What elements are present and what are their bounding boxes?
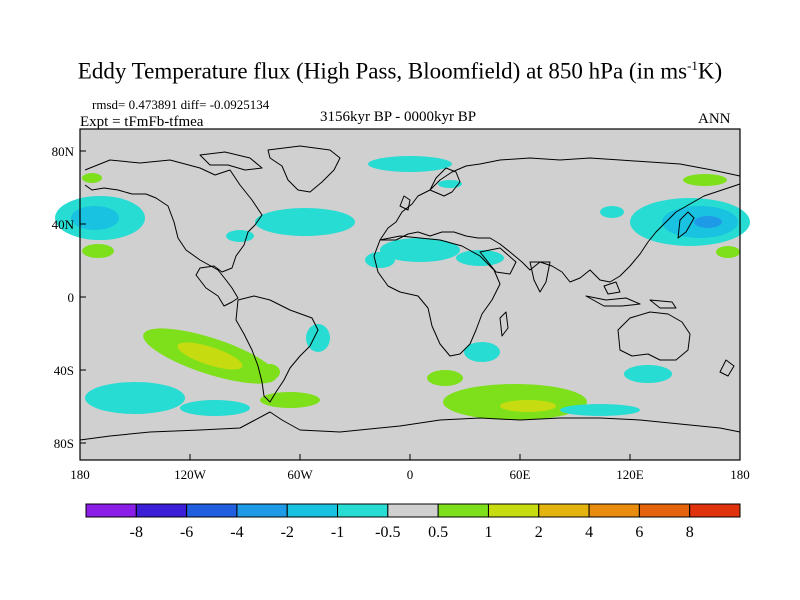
contour-southern-ocean-yellow [500, 400, 556, 412]
map-title: Eddy Temperature flux (High Pass, Bloomf… [0, 58, 800, 85]
contour-satl-green-west [427, 370, 463, 386]
coast-africa [373, 235, 501, 357]
colorbar-swatch [387, 503, 439, 518]
lat-label: 0 [68, 290, 75, 305]
contour-npac-west-small [600, 206, 624, 218]
contour-argentina-green [260, 392, 320, 408]
coast-madagascar [499, 311, 509, 337]
coast-indonesia [585, 295, 641, 307]
colorbar-swatch [135, 503, 188, 518]
colorbar-label: -4 [230, 524, 243, 541]
coast-eurasia [379, 157, 741, 283]
contour-natl [255, 208, 355, 236]
colorbar-swatch [689, 503, 741, 518]
title-text: Eddy Temperature flux (High Pass, Bloomf… [77, 58, 688, 84]
season-label: ANN [698, 111, 731, 127]
coast-north-america [84, 159, 263, 307]
colorbar: -8 -6 -4 -2 -1 -0.5 0.5 1 2 4 6 8 [85, 503, 741, 541]
colorbar-swatch [437, 503, 489, 518]
coastlines [79, 145, 741, 441]
contour-arabia [456, 250, 504, 266]
title-superscript: -1 [687, 58, 698, 73]
contour-spac-yellow [177, 342, 243, 370]
lon-label: 180 [70, 467, 90, 482]
coast-south-america [235, 295, 319, 403]
contour-greenland-sea [368, 156, 452, 172]
colorbar-swatch [85, 503, 137, 518]
colorbar-swatch [638, 503, 691, 518]
contour-npac-west-inner [71, 206, 119, 230]
contour-spac-cyan [85, 382, 185, 414]
colorbar-label: 0.5 [428, 524, 448, 541]
stats-text: rmsd= 0.473891 diff= -0.0925134 [92, 97, 270, 112]
colorbar-label: 8 [686, 524, 694, 541]
colorbar-swatch [588, 503, 640, 518]
contour-sahara-small [260, 364, 280, 380]
contour-spac-small [306, 324, 330, 352]
coast-india [529, 261, 551, 293]
colorbar-label: 2 [535, 524, 543, 541]
contour-sahara [365, 252, 395, 268]
contour-natl-small [226, 230, 254, 242]
colorbar-label: 1 [484, 524, 492, 541]
colorbar-label: 6 [635, 524, 643, 541]
colorbar-label: -6 [180, 524, 193, 541]
axis-tick-marks [79, 150, 741, 460]
contour-sindian-cyan [624, 365, 672, 383]
contour-mediterranean [380, 238, 460, 262]
colorbar-swatch [236, 503, 288, 518]
contour-baltic [438, 180, 462, 188]
contour-satl-cyan [464, 342, 500, 362]
coast-scandinavia [429, 167, 461, 197]
lat-label: 40S [54, 363, 74, 378]
colorbar-label: -8 [130, 524, 143, 541]
contour-npac-green-west [82, 244, 114, 258]
colorbar-swatch [186, 503, 238, 518]
colorbar-swatch [487, 503, 540, 518]
contour-arctic-green [683, 174, 727, 186]
coast-japan [677, 211, 695, 239]
lat-label: 40N [52, 217, 75, 232]
colorbar-swatch [337, 503, 389, 518]
coast-greenland [267, 145, 341, 193]
lat-label: 80N [52, 144, 75, 159]
title-end: K) [697, 58, 723, 84]
coast-arctic-islands [199, 151, 263, 171]
coast-new-zealand [719, 359, 735, 377]
experiment-label: Expt = tFmFb-tfmea [80, 114, 204, 130]
lon-label: 180 [730, 467, 750, 482]
coast-australia [617, 311, 691, 361]
lat-label: 80S [54, 436, 74, 451]
contour-npac-east-inner [694, 216, 722, 228]
colorbar-swatch [538, 503, 590, 518]
period-label: 3156kyr BP - 0000kyr BP [320, 109, 477, 125]
colorbar-label: -0.5 [375, 524, 400, 541]
lon-label: 120W [174, 467, 207, 482]
contour-southern-ocean-cyan [560, 404, 640, 416]
contour-npac-green-east [716, 246, 740, 258]
contour-spac-cyan-2 [180, 400, 250, 416]
coast-new-guinea [649, 299, 677, 309]
coast-antarctica [79, 411, 741, 441]
coast-arabia [479, 247, 517, 275]
lon-label: 60W [287, 467, 313, 482]
colorbar-label: 4 [585, 524, 593, 541]
colorbar-swatch [286, 503, 339, 518]
colorbar-label: -2 [281, 524, 294, 541]
coast-britain [399, 195, 411, 211]
colorbar-label: -1 [331, 524, 344, 541]
lon-label: 0 [407, 467, 414, 482]
flux-field-contours [55, 156, 750, 420]
lon-label: 60E [510, 467, 531, 482]
contour-alaska-green [82, 173, 102, 183]
lon-label: 120E [616, 467, 644, 482]
coast-borneo [603, 281, 621, 295]
